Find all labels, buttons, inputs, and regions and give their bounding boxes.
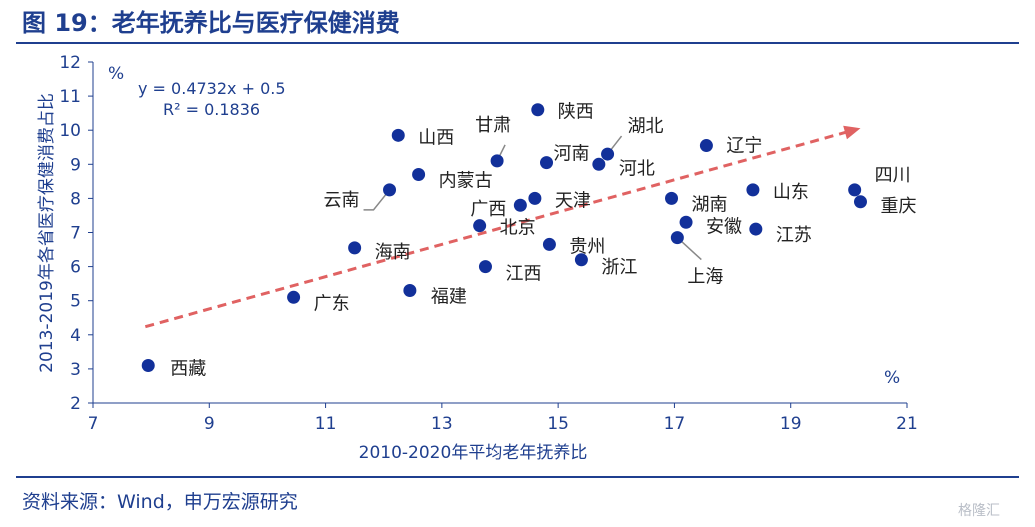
y-tick-label: 8 (70, 189, 81, 209)
y-unit-label: % (108, 64, 124, 84)
y-tick-label: 3 (70, 360, 81, 380)
data-point-label: 江西 (505, 264, 541, 285)
data-point-label: 浙江 (601, 257, 637, 278)
data-point-label: 广西 (470, 199, 506, 220)
data-point (746, 183, 760, 197)
x-tick-label: 9 (204, 414, 215, 434)
r-squared-label: R² = 0.1836 (163, 100, 260, 119)
data-point-label: 江苏 (776, 225, 812, 246)
data-point (513, 198, 527, 212)
x-tick-label: 7 (88, 414, 99, 434)
data-point-label: 湖北 (628, 116, 664, 137)
title-divider (16, 42, 1019, 44)
data-point (490, 154, 504, 168)
data-point (665, 191, 679, 205)
data-point (592, 157, 606, 171)
data-point (473, 219, 487, 233)
data-point-label: 陕西 (558, 102, 594, 123)
data-point-label: 云南 (324, 190, 360, 211)
data-point (403, 283, 417, 297)
data-point (141, 358, 155, 372)
data-point (601, 147, 615, 161)
data-point-label: 西藏 (170, 358, 206, 379)
scatter-chart: 2 3 4 5 6 7 8 9 10 11 12 7 9 11 13 15 17 19 21 西藏 广东 海南 云南 山西福… (37, 53, 918, 463)
x-tick-label: 17 (664, 414, 686, 434)
data-point (383, 183, 397, 197)
y-tick-label: 6 (70, 258, 81, 278)
y-tick-label: 12 (59, 53, 81, 73)
data-point-label: 福建 (431, 286, 467, 307)
x-axis-title: 2010-2020年平均老年抚养比 (359, 443, 588, 463)
label-leader-line (363, 189, 391, 211)
x-unit-label: % (884, 368, 900, 388)
data-point (679, 215, 693, 229)
data-point-label: 贵州 (569, 236, 605, 257)
y-tick-label: 2 (70, 394, 81, 414)
x-tick-label: 13 (431, 414, 453, 434)
data-point (391, 128, 405, 142)
data-point-label: 甘肃 (475, 115, 511, 136)
data-point (412, 168, 426, 182)
data-point (531, 103, 545, 117)
data-point-label: 重庆 (880, 196, 916, 217)
y-tick-label: 11 (59, 87, 81, 107)
data-point-label: 湖南 (692, 194, 728, 215)
data-point-label: 河北 (619, 158, 655, 179)
y-tick-label: 7 (70, 224, 81, 244)
y-axis-title: 2013-2019年各省医疗保健消费占比 (37, 93, 57, 373)
regression-equation: y = 0.4732x + 0.5 (138, 79, 286, 98)
x-tick-label: 19 (780, 414, 802, 434)
data-point (287, 290, 301, 304)
data-point-label: 山东 (773, 182, 809, 203)
data-point-label: 海南 (375, 242, 411, 263)
trendline-arrowhead (843, 125, 861, 140)
data-point (853, 195, 867, 209)
data-point-label: 北京 (500, 218, 536, 239)
data-point (670, 231, 684, 245)
chart-axes: 2 3 4 5 6 7 8 9 10 11 12 7 9 11 13 15 17 19 21 (59, 53, 917, 434)
chart-annotations: y = 0.4732x + 0.5 R² = 0.1836 % % 2010-2… (37, 64, 900, 463)
x-tick-label: 15 (547, 414, 569, 434)
data-point-label: 山西 (418, 127, 454, 148)
data-point (848, 183, 862, 197)
data-point (699, 139, 713, 153)
data-point (574, 253, 588, 267)
data-point-label: 内蒙古 (439, 171, 493, 192)
page-title: 图 19：老年抚养比与医疗保健消费 (22, 9, 400, 37)
data-point-label: 安徽 (706, 216, 742, 237)
trendline (144, 129, 850, 329)
data-point (478, 260, 492, 274)
data-point-label: 天津 (555, 190, 591, 211)
source-note: 资料来源：Wind，申万宏源研究 (22, 491, 298, 513)
data-point (528, 191, 542, 205)
data-point-label: 辽宁 (726, 136, 762, 157)
data-point-label: 河南 (554, 144, 590, 165)
data-point (749, 222, 763, 236)
trendline-group (144, 125, 861, 329)
y-tick-label: 5 (70, 292, 81, 312)
y-tick-label: 9 (70, 155, 81, 175)
data-point (348, 241, 362, 255)
y-tick-label: 4 (70, 326, 81, 346)
footer-divider (16, 476, 1019, 478)
watermark-logo: 格隆汇 (958, 503, 1000, 519)
x-tick-label: 11 (315, 414, 337, 434)
y-tick-label: 10 (59, 121, 81, 141)
data-point-label: 上海 (687, 267, 723, 288)
data-point-label: 四川 (875, 165, 911, 186)
x-tick-label: 21 (896, 414, 918, 434)
data-point (542, 237, 556, 251)
data-point (540, 156, 554, 170)
data-point-label: 广东 (314, 293, 350, 314)
